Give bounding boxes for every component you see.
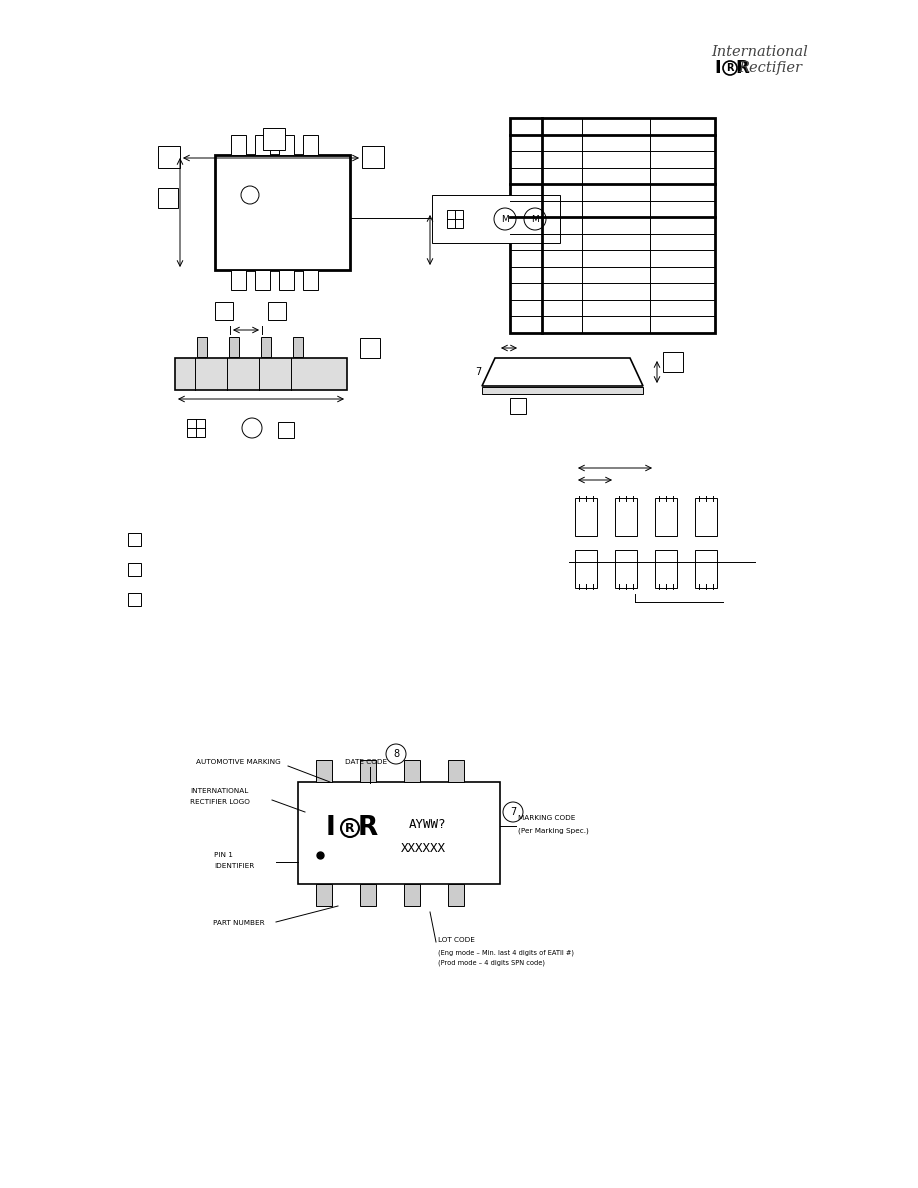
Bar [615, 498, 637, 536]
Bar [231, 135, 246, 154]
Bar [187, 419, 205, 437]
Bar [197, 337, 207, 358]
Bar [695, 498, 717, 536]
Bar [279, 135, 294, 154]
Bar [615, 550, 637, 588]
Bar [263, 128, 285, 150]
Text: INTERNATIONAL: INTERNATIONAL [190, 788, 248, 794]
Text: (Eng mode – Min. last 4 digits of EATII #): (Eng mode – Min. last 4 digits of EATII … [438, 949, 574, 955]
Bar [158, 146, 180, 168]
Bar [360, 884, 376, 906]
Text: 7: 7 [475, 367, 481, 377]
Text: 8: 8 [393, 748, 399, 759]
Bar [362, 146, 384, 168]
Text: (Prod mode – 4 digits SPN code): (Prod mode – 4 digits SPN code) [438, 960, 545, 967]
Bar [655, 498, 677, 536]
Bar [175, 358, 347, 390]
Circle shape [494, 208, 516, 230]
Circle shape [241, 187, 259, 204]
Bar [298, 782, 500, 884]
Text: MARKING CODE: MARKING CODE [518, 815, 576, 821]
Text: XXXXXX: XXXXXX [400, 842, 445, 855]
Bar [448, 884, 464, 906]
Bar [128, 593, 141, 606]
Bar [510, 118, 715, 333]
Bar [448, 760, 464, 782]
Text: DATE CODE: DATE CODE [345, 759, 387, 765]
Text: International: International [711, 45, 809, 59]
Bar [229, 337, 239, 358]
Bar [255, 270, 270, 290]
Bar [360, 339, 380, 358]
Bar [447, 210, 463, 228]
Text: M: M [501, 215, 509, 223]
Text: AYWW?: AYWW? [409, 817, 447, 830]
Bar [128, 563, 141, 576]
Bar [303, 270, 318, 290]
Bar [261, 337, 271, 358]
Circle shape [503, 802, 523, 822]
Bar [255, 135, 270, 154]
Bar [279, 270, 294, 290]
Bar [360, 760, 376, 782]
Circle shape [341, 819, 359, 838]
Bar [231, 270, 246, 290]
Bar [268, 302, 286, 320]
Bar [128, 533, 141, 546]
Bar [316, 760, 332, 782]
Bar [655, 550, 677, 588]
Text: (Per Marking Spec.): (Per Marking Spec.) [518, 827, 588, 834]
Text: M: M [532, 215, 539, 223]
Circle shape [242, 418, 262, 438]
Bar [482, 387, 643, 394]
Bar [404, 884, 420, 906]
Bar [215, 302, 233, 320]
Text: I: I [325, 815, 335, 841]
Bar [303, 135, 318, 154]
Bar [404, 760, 420, 782]
Polygon shape [482, 358, 643, 386]
Text: R: R [345, 821, 355, 834]
Text: LOT CODE: LOT CODE [438, 937, 475, 943]
Bar [510, 398, 526, 413]
Text: RECTIFIER LOGO: RECTIFIER LOGO [190, 800, 250, 805]
Bar [575, 498, 597, 536]
Bar [215, 154, 350, 270]
Bar [432, 195, 560, 244]
Circle shape [723, 61, 737, 75]
Text: I: I [715, 59, 722, 77]
Text: PIN 1: PIN 1 [214, 852, 233, 858]
Text: 7: 7 [509, 807, 516, 817]
Text: Rectifier: Rectifier [738, 61, 802, 75]
Bar [293, 337, 303, 358]
Bar [663, 352, 683, 372]
Bar [316, 884, 332, 906]
Text: R: R [726, 63, 733, 72]
Bar [158, 188, 178, 208]
Bar [575, 550, 597, 588]
Text: AUTOMOTIVE MARKING: AUTOMOTIVE MARKING [196, 759, 281, 765]
Circle shape [524, 208, 546, 230]
Text: PART NUMBER: PART NUMBER [213, 920, 264, 925]
Circle shape [386, 744, 406, 764]
Bar [695, 550, 717, 588]
Bar [278, 422, 294, 438]
Text: R: R [735, 59, 749, 77]
Text: IDENTIFIER: IDENTIFIER [214, 862, 254, 868]
Text: R: R [358, 815, 378, 841]
